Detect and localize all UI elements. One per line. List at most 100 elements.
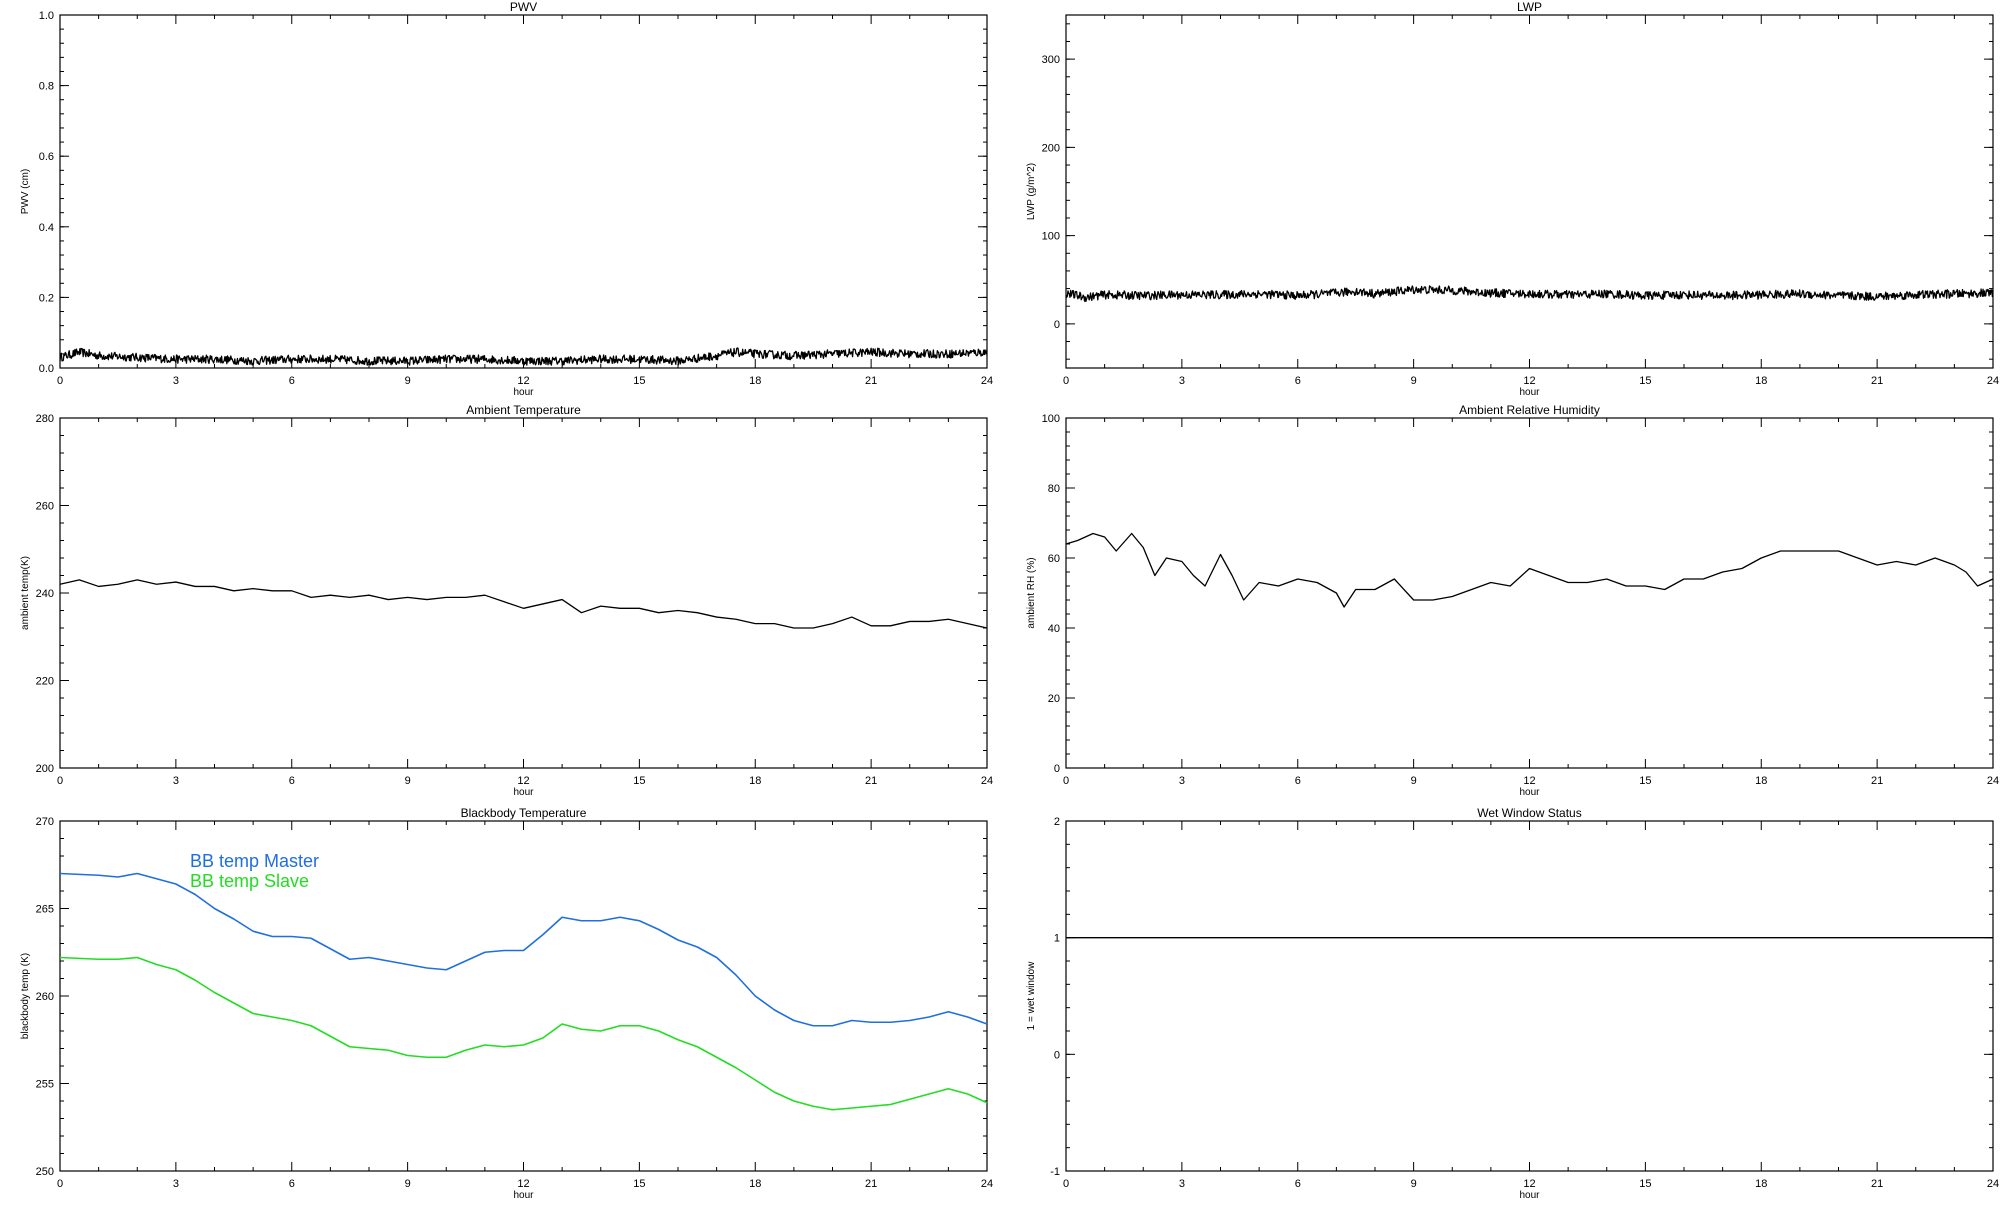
y-tick-label: 0 xyxy=(1054,763,1060,775)
x-tick-label: 24 xyxy=(981,1178,993,1190)
y-tick-label: 20 xyxy=(1048,693,1060,705)
x-tick-label: 6 xyxy=(289,375,295,387)
x-tick-label: 6 xyxy=(289,1178,295,1190)
y-tick-label: 240 xyxy=(36,588,54,600)
y-tick-label: 0 xyxy=(1054,319,1060,331)
y-tick-label: 270 xyxy=(36,816,54,828)
x-tick-label: 21 xyxy=(1871,775,1883,787)
y-tick-label: -1 xyxy=(1050,1166,1060,1178)
series-line-data-0 xyxy=(59,579,988,629)
y-tick-label: 0 xyxy=(1054,1049,1060,1061)
y-tick-label: 1.0 xyxy=(39,10,54,22)
x-tick-label: 24 xyxy=(981,775,993,787)
x-tick-label: 18 xyxy=(1755,375,1767,387)
x-tick-label: 3 xyxy=(173,375,179,387)
x-axis-label: hour xyxy=(513,1190,534,1200)
y-axis-label: 1 = wet window xyxy=(1026,961,1037,1030)
series-line-bb-temp-slave xyxy=(59,956,988,1111)
x-tick-label: 9 xyxy=(1411,375,1417,387)
x-tick-label: 24 xyxy=(1987,375,1999,387)
series-line-data-0 xyxy=(1065,285,1994,303)
y-tick-label: 100 xyxy=(1042,231,1060,243)
x-tick-label: 21 xyxy=(1871,1178,1883,1190)
y-tick-label: 100 xyxy=(1042,413,1060,425)
chart-title: LWP xyxy=(1517,0,1542,14)
y-tick-label: 0.0 xyxy=(39,363,54,375)
chart-panel-pwv: 0 3 6 9 12 15 18 21 24 0.0 0.2 0.4 0.6 0.8 1.0 PWV hour P… xyxy=(20,0,993,398)
chart-title: Blackbody Temperature xyxy=(461,806,587,820)
x-axis-label: hour xyxy=(1519,1190,1540,1200)
x-tick-label: 3 xyxy=(173,775,179,787)
chart-title: Ambient Temperature xyxy=(466,403,581,417)
x-tick-label: 12 xyxy=(517,375,529,387)
x-tick-label: 0 xyxy=(1063,775,1069,787)
chart-title: PWV xyxy=(510,0,537,14)
series-line-data-0 xyxy=(59,347,988,366)
chart-title: Ambient Relative Humidity xyxy=(1459,403,1600,417)
x-tick-label: 21 xyxy=(865,775,877,787)
y-axis-label: blackbody temp (K) xyxy=(20,953,31,1039)
x-tick-label: 6 xyxy=(289,775,295,787)
series-line-data-0 xyxy=(1065,532,1994,608)
plot-frame xyxy=(1065,14,1994,369)
x-tick-label: 18 xyxy=(1755,775,1767,787)
x-tick-label: 9 xyxy=(405,375,411,387)
y-axis-label: ambient RH (%) xyxy=(1026,557,1037,628)
x-tick-label: 18 xyxy=(1755,1178,1767,1190)
y-tick-label: 255 xyxy=(36,1079,54,1091)
x-tick-label: 12 xyxy=(517,775,529,787)
x-axis-label: hour xyxy=(1519,787,1540,798)
chart-title: Wet Window Status xyxy=(1477,806,1581,820)
x-tick-label: 0 xyxy=(1063,1178,1069,1190)
y-tick-label: 80 xyxy=(1048,483,1060,495)
x-tick-label: 12 xyxy=(1523,375,1535,387)
x-tick-label: 6 xyxy=(1295,1178,1301,1190)
x-tick-label: 0 xyxy=(57,375,63,387)
y-tick-label: 260 xyxy=(36,501,54,513)
x-axis-label: hour xyxy=(513,787,534,798)
x-tick-label: 6 xyxy=(1295,775,1301,787)
x-tick-label: 15 xyxy=(1639,775,1651,787)
chart-panel-ambient-relative-humidity: 0 3 6 9 12 15 18 21 24 0 20 40 60 80 100 Ambient Relati… xyxy=(1026,403,1999,798)
x-tick-label: 24 xyxy=(1987,1178,1999,1190)
x-tick-label: 15 xyxy=(633,375,645,387)
x-tick-label: 21 xyxy=(1871,375,1883,387)
plot-frame xyxy=(59,14,988,369)
legend-entry: BB temp Master xyxy=(190,851,319,871)
plot-frame xyxy=(1065,417,1994,769)
x-tick-label: 15 xyxy=(1639,1178,1651,1190)
legend-entry: BB temp Slave xyxy=(190,871,309,891)
chart-panel-ambient-temperature: 0 3 6 9 12 15 18 21 24 200 220 240 260 280 Ambient Tem… xyxy=(20,403,993,798)
y-tick-label: 0.6 xyxy=(39,151,54,163)
x-tick-label: 18 xyxy=(749,1178,761,1190)
y-axis-label: PWV (cm) xyxy=(20,169,31,215)
x-tick-label: 15 xyxy=(633,775,645,787)
x-tick-label: 18 xyxy=(749,775,761,787)
y-axis-label: LWP (g/m^2) xyxy=(1026,163,1037,220)
chart-panel-lwp: 0 3 6 9 12 15 18 21 24 0 100 200 300 LWP hour LWP (g/m^… xyxy=(1026,0,1999,398)
x-tick-label: 3 xyxy=(1179,775,1185,787)
x-tick-label: 3 xyxy=(173,1178,179,1190)
x-tick-label: 6 xyxy=(1295,375,1301,387)
x-axis-label: hour xyxy=(513,387,534,398)
plot-frame xyxy=(1065,820,1994,1172)
y-tick-label: 40 xyxy=(1048,623,1060,635)
x-tick-label: 12 xyxy=(1523,1178,1535,1190)
y-tick-label: 265 xyxy=(36,904,54,916)
y-tick-label: 250 xyxy=(36,1166,54,1178)
y-tick-label: 280 xyxy=(36,413,54,425)
series-line-bb-temp-master xyxy=(59,872,988,1027)
x-tick-label: 15 xyxy=(1639,375,1651,387)
chart-panel-blackbody-temperature: 0 3 6 9 12 15 18 21 24 250 255 260 265 270 Blackbody T… xyxy=(20,806,993,1201)
x-tick-label: 24 xyxy=(1987,775,1999,787)
y-axis-label: ambient temp(K) xyxy=(20,556,31,630)
y-tick-label: 0.8 xyxy=(39,81,54,93)
x-axis-label: hour xyxy=(1519,387,1540,398)
x-tick-label: 9 xyxy=(1411,775,1417,787)
y-tick-label: 0.4 xyxy=(39,222,54,234)
y-tick-label: 60 xyxy=(1048,553,1060,565)
x-tick-label: 12 xyxy=(517,1178,529,1190)
x-tick-label: 21 xyxy=(865,1178,877,1190)
